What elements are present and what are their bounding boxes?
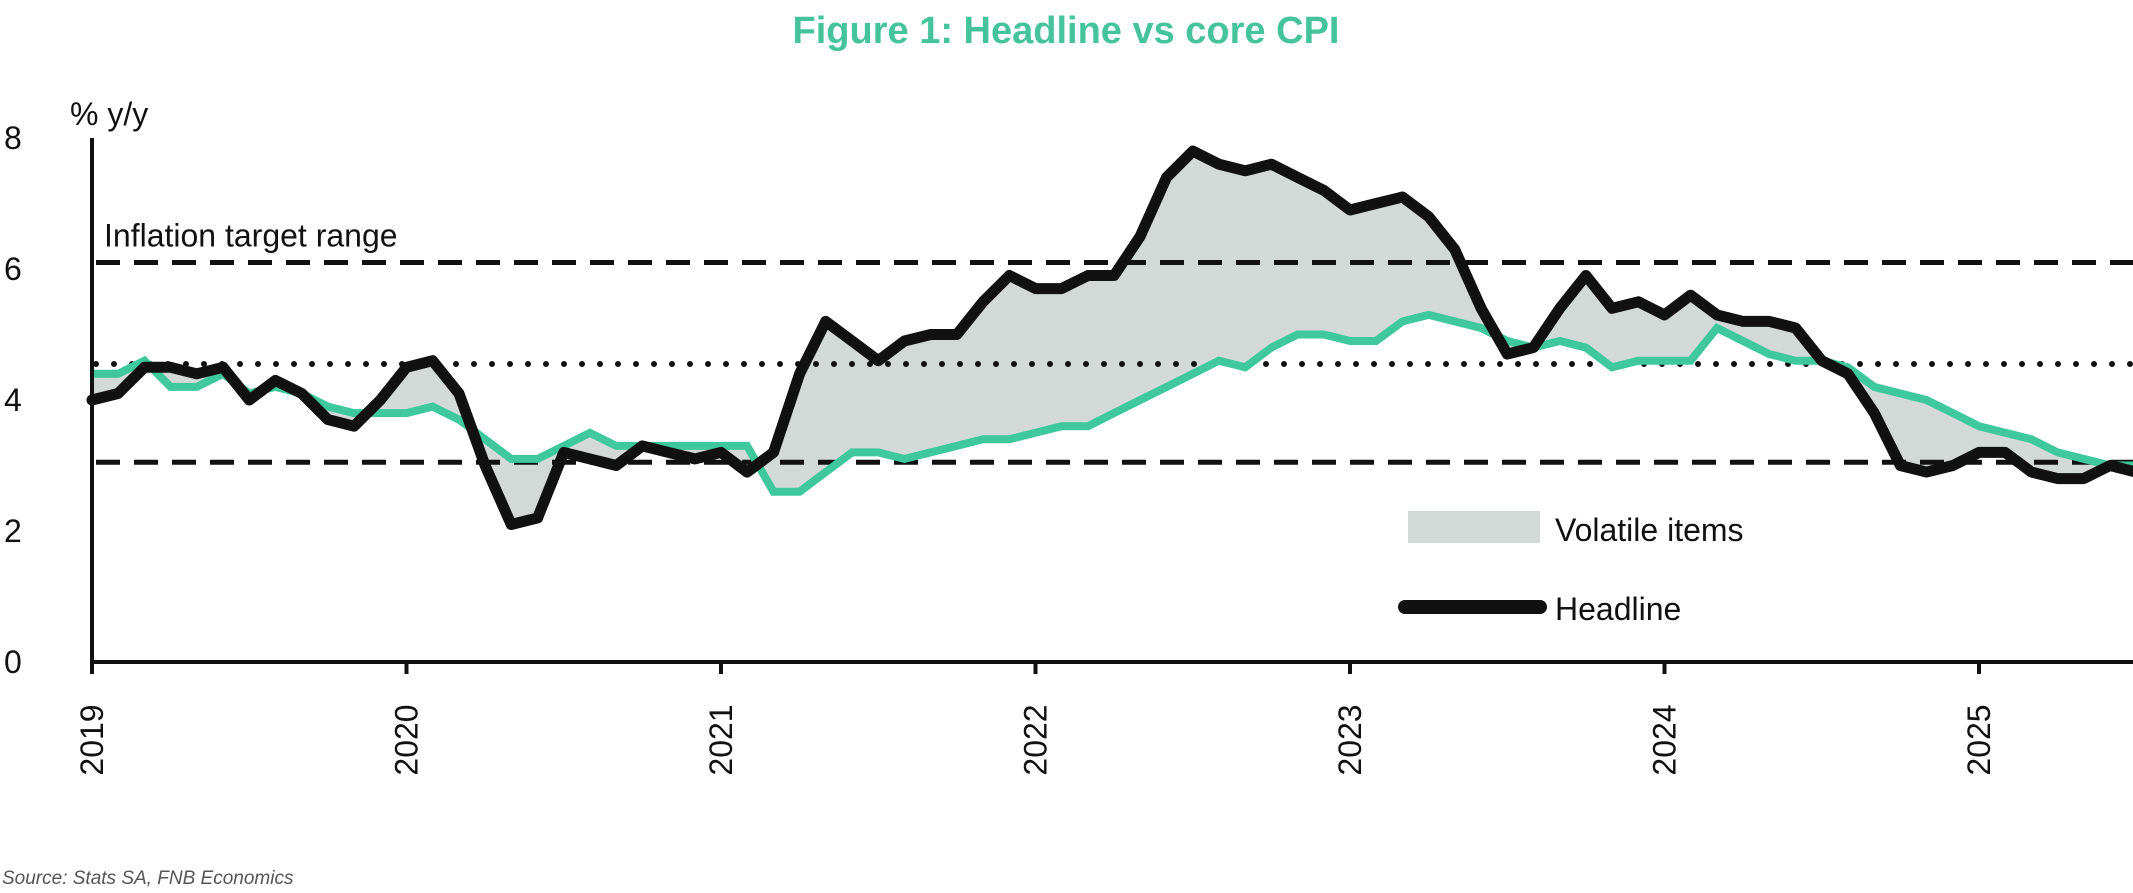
- tick-labels: 0 2 4 6 8 2019 2020 2021 2022 2023 2024 2025: [4, 120, 1997, 776]
- y-tick-label: 4: [4, 382, 22, 418]
- axes: [90, 138, 2133, 664]
- x-tick-label: 2024: [1647, 704, 1683, 775]
- volatile-items-fill: [92, 151, 2133, 525]
- y-tick-label: 8: [4, 120, 22, 156]
- headline-cpi-line: [86, 145, 2133, 530]
- y-axis-label: % y/y: [70, 96, 148, 132]
- y-tick-label: 0: [4, 644, 22, 680]
- legend-swatch-volatile: [1408, 511, 1540, 543]
- volatile-items-area: [92, 151, 2133, 525]
- series-lines: [86, 145, 2133, 530]
- core-cpi-line: [92, 310, 2133, 496]
- legend: Volatile items Headline: [1398, 511, 1744, 627]
- x-tick-label: 2021: [703, 704, 739, 775]
- x-tick-label: 2020: [389, 704, 425, 775]
- x-tick-label: 2022: [1018, 704, 1054, 775]
- target-range-label: Inflation target range: [104, 217, 398, 253]
- x-tick-label: 2025: [1961, 704, 1997, 775]
- y-tick-label: 2: [4, 513, 22, 549]
- legend-label-headline: Headline: [1555, 591, 1681, 627]
- chart-title: Figure 1: Headline vs core CPI: [793, 10, 1340, 52]
- legend-label-volatile: Volatile items: [1555, 512, 1744, 548]
- source-note: Source: Stats SA, FNB Economics: [2, 868, 294, 889]
- y-tick-label: 6: [4, 251, 22, 287]
- x-tick-label: 2019: [74, 704, 110, 775]
- x-tick-label: 2023: [1332, 704, 1368, 775]
